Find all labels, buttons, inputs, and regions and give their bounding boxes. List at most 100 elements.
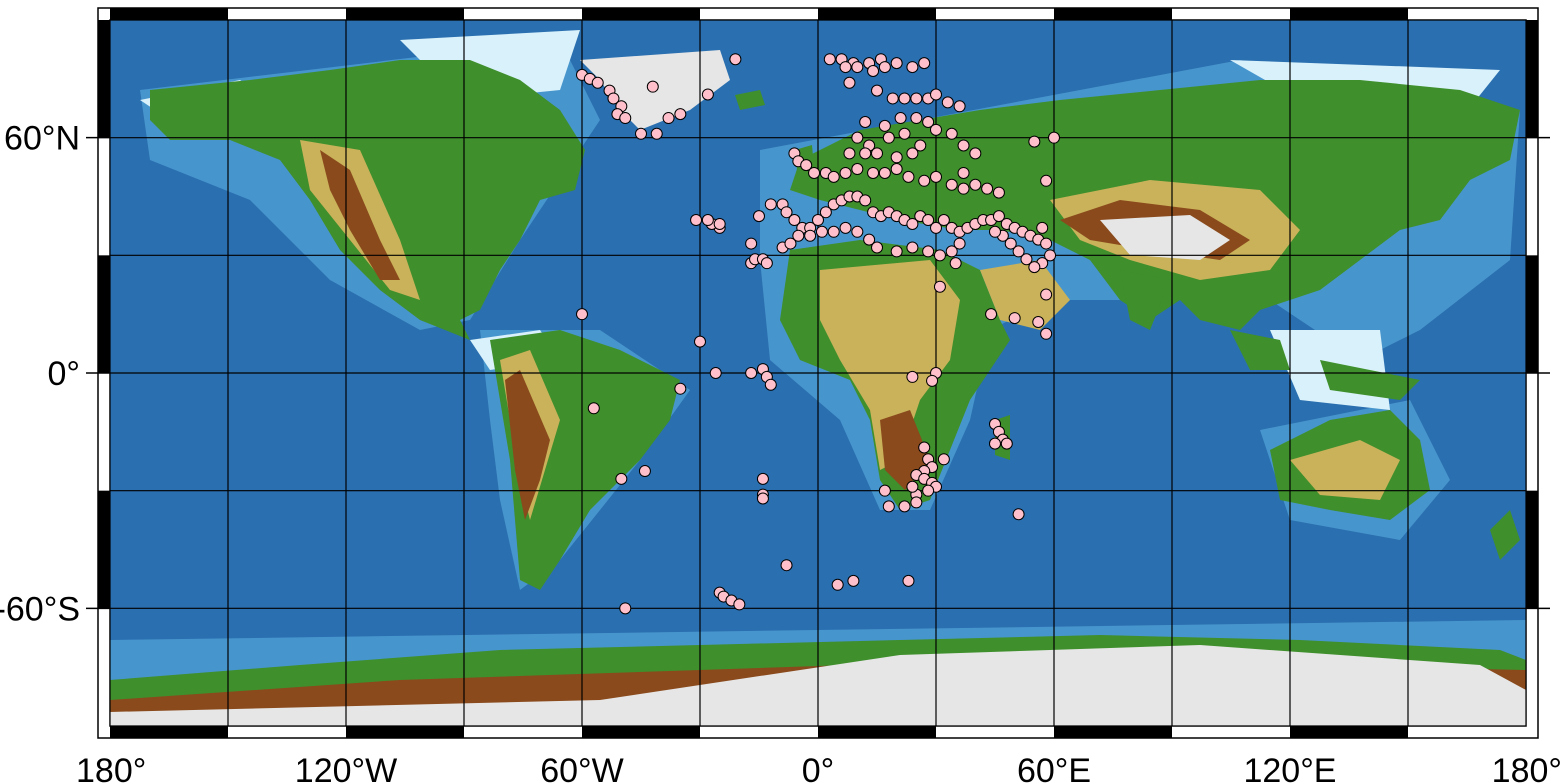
data-point (902, 170, 915, 183)
data-point (745, 237, 758, 250)
data-point (815, 225, 828, 238)
data-point (756, 472, 769, 485)
data-point (949, 257, 962, 270)
latitude-label: -60°S (0, 590, 80, 628)
data-point (1012, 245, 1025, 258)
data-point (878, 484, 891, 497)
data-point (945, 245, 958, 258)
data-point (674, 108, 687, 121)
data-point (886, 92, 899, 105)
data-point (851, 131, 864, 144)
data-point (945, 127, 958, 140)
data-point (800, 159, 813, 172)
data-point (851, 225, 864, 238)
data-point (957, 166, 970, 179)
data-point (906, 241, 919, 254)
data-point (784, 237, 797, 250)
data-point (764, 378, 777, 391)
frame-bar-left (98, 20, 110, 138)
data-point (922, 484, 935, 497)
data-point (918, 57, 931, 70)
data-point (812, 214, 824, 227)
data-point (878, 166, 891, 179)
data-point (847, 574, 860, 587)
data-point (701, 214, 714, 227)
data-point (969, 178, 982, 191)
data-point (969, 147, 982, 160)
data-point (1004, 237, 1017, 250)
data-point (1020, 253, 1033, 266)
longitude-label: 60°W (540, 752, 624, 784)
data-point (1040, 327, 1053, 340)
data-point (753, 210, 765, 223)
data-point (745, 367, 758, 379)
data-point (713, 217, 726, 230)
data-point (930, 170, 942, 183)
data-point (804, 229, 817, 242)
frame-bar-top (110, 8, 228, 20)
data-point (1040, 174, 1053, 187)
data-point (788, 214, 801, 227)
data-point (930, 123, 942, 136)
data-point (882, 131, 895, 144)
data-point (808, 166, 821, 179)
data-point (851, 163, 864, 176)
data-point (937, 214, 950, 227)
data-point (871, 84, 883, 97)
frame-bar-top (818, 8, 936, 20)
data-point (890, 163, 903, 176)
data-point (650, 127, 663, 140)
data-point (894, 112, 907, 125)
data-point (607, 92, 620, 105)
data-point (1028, 261, 1041, 274)
frame-bar-right (1526, 20, 1538, 138)
longitude-label: 120°E (1243, 752, 1336, 784)
frame-bar-right (1526, 255, 1538, 373)
longitude-label: 180° (76, 752, 146, 784)
frame-bar-left (98, 490, 110, 609)
graticule-grid (110, 20, 1526, 726)
data-point (792, 229, 805, 242)
data-point (922, 115, 935, 128)
data-point (827, 225, 840, 238)
frame-tick-bars (86, 8, 1550, 738)
data-point (937, 453, 950, 466)
latitude-label: 60°N (4, 120, 80, 158)
data-point (957, 182, 970, 195)
longitude-label: 120°W (295, 752, 397, 784)
data-point (890, 151, 903, 164)
data-point (839, 221, 852, 234)
data-point (843, 76, 856, 89)
data-point (878, 61, 891, 74)
data-point (922, 214, 935, 227)
data-point (1032, 316, 1045, 329)
data-point (906, 217, 919, 230)
data-point (902, 574, 915, 587)
data-point (843, 147, 856, 160)
data-point (910, 112, 923, 125)
data-point (890, 245, 903, 258)
frame-bar-left (98, 255, 110, 373)
data-point (615, 472, 628, 485)
data-point (694, 335, 706, 348)
data-point (819, 206, 832, 219)
data-point (914, 139, 927, 152)
data-point (926, 374, 939, 387)
data-point (1040, 237, 1053, 250)
data-point (823, 53, 836, 66)
frame-bar-top (1290, 8, 1408, 20)
frame-bar-bottom (818, 726, 936, 738)
data-point (922, 245, 935, 258)
data-point (945, 178, 958, 191)
data-point (989, 437, 1001, 450)
frame-bar-bottom (1054, 726, 1172, 738)
data-point (587, 402, 600, 415)
data-point (981, 182, 994, 195)
data-point (859, 194, 872, 207)
frame-bar-top (582, 8, 700, 20)
data-point (867, 166, 880, 179)
data-point (690, 214, 703, 227)
data-point (918, 174, 931, 187)
latitude-labels: 60°N 0° -60°S (0, 120, 80, 629)
